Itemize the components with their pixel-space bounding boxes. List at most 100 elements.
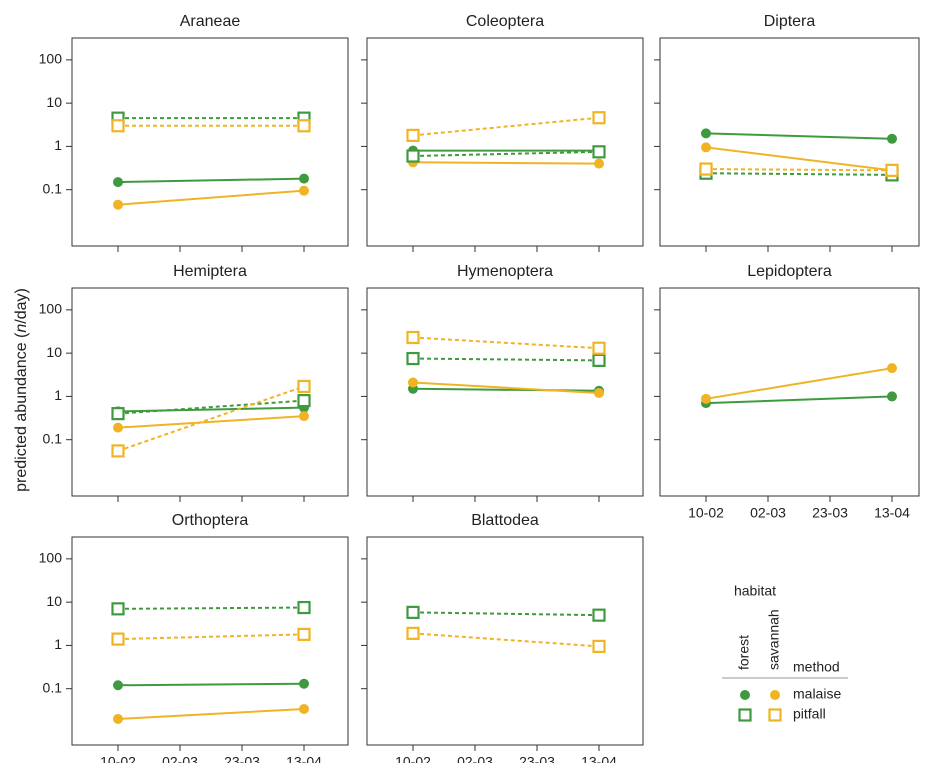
series-line bbox=[412, 611, 600, 617]
y-tick-label: 1 bbox=[54, 636, 62, 652]
panel-title: Hymenoptera bbox=[457, 263, 553, 280]
y-label-part: predicted abundance ( bbox=[13, 332, 30, 492]
data-point bbox=[113, 680, 123, 691]
series-line bbox=[705, 395, 893, 405]
series-line bbox=[412, 632, 600, 648]
legend-method-title: method bbox=[793, 659, 840, 675]
y-tick-label: 10 bbox=[46, 94, 62, 110]
x-tick-label: 02-03 bbox=[457, 754, 493, 763]
y-tick-label: 1 bbox=[54, 387, 62, 403]
x-tick-label: 10-02 bbox=[100, 754, 136, 763]
series-line bbox=[117, 189, 305, 206]
panel-title: Blattodea bbox=[471, 512, 539, 529]
data-point bbox=[592, 639, 606, 653]
panel-frame bbox=[71, 287, 349, 497]
y-tick-label: 0.1 bbox=[43, 679, 63, 695]
data-point bbox=[111, 119, 125, 133]
series-line bbox=[412, 161, 600, 165]
data-point bbox=[111, 407, 125, 421]
panel-title: Orthoptera bbox=[172, 512, 249, 529]
data-point bbox=[887, 133, 897, 144]
data-point bbox=[592, 111, 606, 125]
panel-frame bbox=[659, 37, 920, 247]
panel-frame bbox=[366, 287, 644, 497]
series-line bbox=[117, 415, 305, 429]
y-tick-label: 100 bbox=[39, 301, 63, 317]
data-point bbox=[297, 627, 311, 641]
series-line bbox=[412, 150, 600, 158]
panel-title: Lepidoptera bbox=[747, 263, 832, 280]
data-point bbox=[299, 703, 309, 714]
legend-method: pitfall bbox=[793, 706, 826, 722]
data-point bbox=[406, 605, 420, 619]
x-tick-label: 02-03 bbox=[750, 505, 786, 521]
data-point bbox=[299, 678, 309, 689]
data-point bbox=[887, 363, 897, 374]
panel-frame bbox=[71, 536, 349, 746]
x-tick-label: 02-03 bbox=[162, 754, 198, 763]
data-point bbox=[299, 411, 309, 422]
series-line bbox=[412, 357, 600, 362]
y-tick-label: 0.1 bbox=[43, 430, 63, 446]
series-line bbox=[117, 682, 305, 687]
panel-title: Araneae bbox=[180, 13, 241, 30]
x-tick-label: 13-04 bbox=[581, 754, 617, 763]
data-point bbox=[592, 608, 606, 622]
y-tick-label: 10 bbox=[46, 593, 62, 609]
data-point bbox=[406, 351, 420, 366]
series-line bbox=[117, 633, 305, 641]
legend-marker bbox=[738, 708, 752, 722]
series-line bbox=[705, 132, 893, 140]
panel-frame bbox=[659, 287, 920, 497]
series-line bbox=[117, 606, 305, 610]
data-point bbox=[406, 330, 420, 345]
panel-frame bbox=[71, 37, 349, 247]
y-tick-label: 100 bbox=[39, 550, 63, 566]
data-point bbox=[113, 177, 123, 188]
x-tick-label: 23-03 bbox=[812, 505, 848, 521]
y-tick-label: 0.1 bbox=[43, 180, 63, 196]
x-tick-label: 10-02 bbox=[688, 505, 724, 521]
data-point bbox=[408, 377, 418, 388]
series-line bbox=[705, 367, 893, 400]
y-axis-label: predicted abundance (n/day) bbox=[13, 288, 30, 492]
x-tick-label: 10-02 bbox=[395, 754, 431, 763]
panel-frame bbox=[366, 37, 644, 247]
panel-title: Hemiptera bbox=[173, 263, 247, 280]
panel-frame bbox=[366, 536, 644, 746]
data-point bbox=[111, 602, 125, 616]
series-line bbox=[412, 381, 600, 394]
data-point bbox=[113, 713, 123, 724]
legend-title: habitat bbox=[734, 583, 776, 599]
data-point bbox=[885, 163, 899, 177]
series-line bbox=[705, 146, 893, 172]
data-point bbox=[699, 162, 713, 176]
legend-marker bbox=[740, 690, 750, 700]
x-tick-label: 13-04 bbox=[874, 505, 910, 521]
data-point bbox=[406, 149, 420, 163]
y-label-part: n bbox=[13, 324, 30, 333]
y-label-part: /day) bbox=[13, 288, 30, 324]
data-point bbox=[297, 119, 311, 133]
legend-marker bbox=[770, 690, 780, 700]
series-line bbox=[705, 172, 893, 176]
legend-method: malaise bbox=[793, 686, 841, 702]
series-line bbox=[705, 168, 893, 172]
data-point bbox=[887, 391, 897, 402]
data-point bbox=[113, 199, 123, 210]
data-point bbox=[406, 128, 420, 142]
panel-title: Diptera bbox=[764, 13, 816, 30]
x-tick-label: 23-03 bbox=[519, 754, 555, 763]
data-point bbox=[297, 600, 311, 615]
data-point bbox=[111, 632, 125, 646]
data-point bbox=[592, 145, 606, 159]
y-tick-label: 100 bbox=[39, 51, 63, 67]
data-point bbox=[594, 158, 604, 169]
legend-marker bbox=[768, 708, 782, 722]
series-line bbox=[117, 385, 305, 452]
series-line bbox=[117, 707, 305, 720]
y-tick-label: 10 bbox=[46, 344, 62, 360]
data-point bbox=[299, 185, 309, 196]
x-tick-label: 13-04 bbox=[286, 754, 322, 763]
